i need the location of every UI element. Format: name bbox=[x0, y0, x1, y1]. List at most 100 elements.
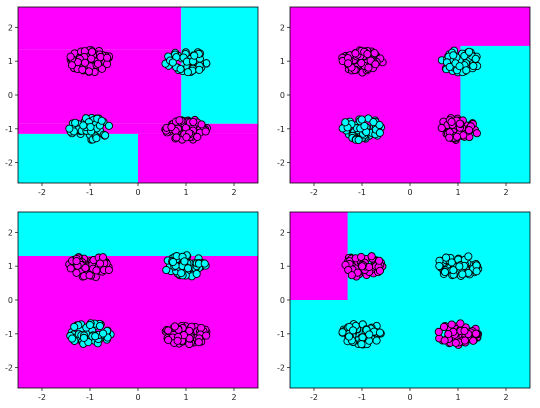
data-point bbox=[345, 332, 354, 341]
data-point bbox=[341, 118, 350, 127]
data-point bbox=[357, 340, 366, 349]
decision-region bbox=[18, 133, 138, 183]
data-point bbox=[460, 326, 469, 335]
data-point bbox=[195, 65, 204, 74]
data-point bbox=[440, 267, 450, 277]
data-point bbox=[93, 59, 103, 68]
data-point bbox=[80, 58, 90, 67]
data-point bbox=[372, 336, 381, 345]
data-point bbox=[192, 269, 201, 278]
data-point bbox=[79, 333, 88, 342]
y-tick-label: -1 bbox=[277, 125, 285, 134]
data-point bbox=[96, 52, 105, 62]
x-tick-label: -2 bbox=[310, 188, 318, 197]
data-point bbox=[70, 322, 79, 331]
data-point bbox=[437, 123, 446, 133]
y-tick-label: 1 bbox=[280, 57, 285, 66]
data-point bbox=[451, 338, 460, 347]
data-point bbox=[363, 50, 372, 59]
data-point bbox=[358, 333, 367, 342]
x-tick-label: -2 bbox=[310, 393, 318, 402]
data-point bbox=[358, 262, 367, 271]
data-point bbox=[67, 61, 77, 70]
data-point bbox=[375, 328, 384, 337]
y-tick-label: 1 bbox=[8, 262, 13, 271]
data-point bbox=[177, 269, 186, 278]
data-point bbox=[447, 117, 456, 126]
x-tick-label: 2 bbox=[231, 393, 236, 402]
data-point bbox=[66, 264, 75, 273]
data-point bbox=[176, 65, 185, 74]
data-point bbox=[447, 320, 456, 329]
y-tick-label: 1 bbox=[280, 262, 285, 271]
data-point bbox=[65, 124, 74, 133]
y-tick-label: 2 bbox=[8, 23, 13, 32]
data-point bbox=[78, 65, 87, 74]
x-tick-label: 0 bbox=[407, 188, 412, 197]
data-point bbox=[472, 267, 481, 276]
data-point bbox=[91, 332, 100, 341]
data-point bbox=[354, 135, 363, 145]
data-point bbox=[79, 121, 88, 130]
decision-region bbox=[290, 212, 348, 300]
subplot-top-left: -2 -1 0 1 2 -2 -1 0 1 2 bbox=[5, 6, 259, 197]
data-point bbox=[455, 119, 464, 128]
x-tick-label: -1 bbox=[358, 188, 366, 197]
y-tick-label: 0 bbox=[8, 91, 13, 100]
x-tick-label: 2 bbox=[231, 188, 236, 197]
data-point bbox=[348, 326, 358, 335]
data-point bbox=[162, 265, 171, 275]
data-point bbox=[101, 131, 110, 140]
data-point bbox=[460, 336, 469, 345]
data-point bbox=[357, 59, 366, 68]
x-tick-label: -2 bbox=[38, 188, 46, 197]
data-point bbox=[172, 133, 181, 142]
data-point bbox=[164, 326, 173, 335]
data-point bbox=[347, 271, 356, 280]
data-point bbox=[197, 120, 206, 129]
data-point bbox=[472, 129, 481, 138]
x-tick-label: 2 bbox=[503, 188, 508, 197]
data-point bbox=[364, 63, 373, 72]
data-point bbox=[375, 128, 384, 137]
data-point bbox=[71, 118, 80, 127]
y-tick-label: 1 bbox=[8, 57, 13, 66]
data-point bbox=[367, 252, 376, 261]
x-tick-label: 0 bbox=[135, 188, 140, 197]
subplot-bottom-left: -2 -1 0 1 2 -2 -1 0 1 2 bbox=[5, 211, 259, 402]
data-point bbox=[200, 259, 209, 268]
data-point bbox=[170, 322, 179, 331]
data-point bbox=[338, 328, 347, 337]
x-tick-label: 1 bbox=[183, 393, 188, 402]
data-point bbox=[189, 117, 198, 126]
data-point bbox=[169, 257, 178, 267]
data-point bbox=[469, 336, 478, 345]
data-point bbox=[444, 330, 453, 339]
data-point bbox=[164, 335, 173, 344]
y-tick-label: 2 bbox=[280, 228, 285, 237]
y-tick-label: 0 bbox=[280, 296, 285, 305]
data-point bbox=[180, 257, 189, 266]
decision-region bbox=[18, 212, 258, 256]
data-point bbox=[456, 319, 465, 328]
x-tick-label: -1 bbox=[358, 393, 366, 402]
data-point bbox=[95, 321, 105, 331]
data-point bbox=[201, 127, 210, 136]
data-point bbox=[351, 49, 360, 58]
y-tick-label: -2 bbox=[277, 364, 285, 373]
x-tick-label: -1 bbox=[86, 393, 94, 402]
data-point bbox=[86, 122, 95, 132]
data-point bbox=[72, 268, 81, 277]
data-point bbox=[375, 256, 384, 265]
x-tick-label: 2 bbox=[503, 393, 508, 402]
x-tick-label: 1 bbox=[455, 393, 460, 402]
data-point bbox=[442, 253, 451, 262]
data-point bbox=[371, 60, 380, 69]
x-tick-label: 0 bbox=[135, 393, 140, 402]
x-tick-label: 1 bbox=[455, 188, 460, 197]
data-point bbox=[471, 54, 480, 63]
data-point bbox=[465, 47, 474, 56]
y-tick-label: 0 bbox=[8, 296, 13, 305]
data-point bbox=[81, 263, 90, 272]
